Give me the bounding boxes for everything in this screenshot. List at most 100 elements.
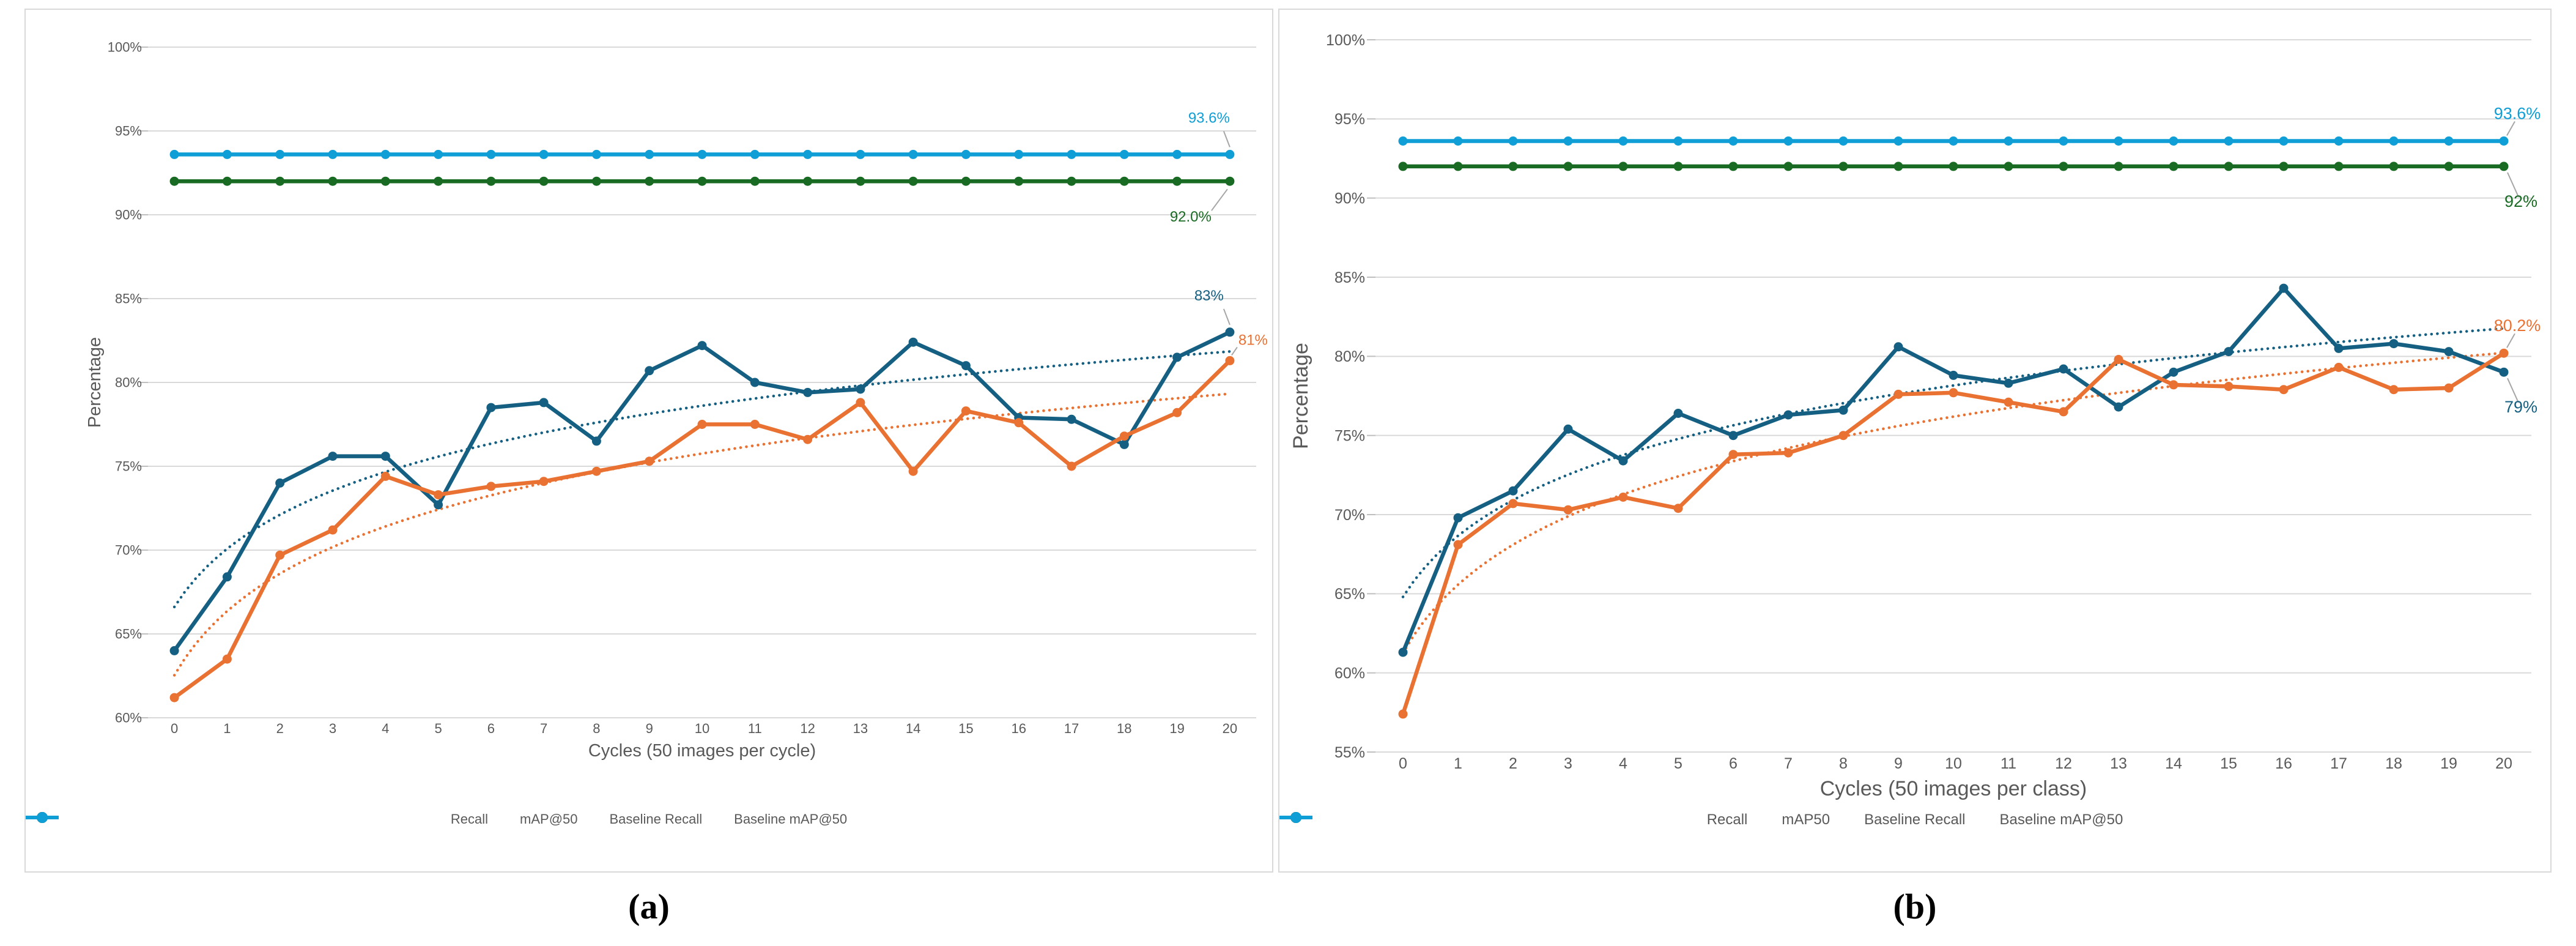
data-label-leader-baseline_map50 <box>2506 121 2515 136</box>
legend-item-baseline_map50: Baseline mAP@50 <box>26 811 847 827</box>
series-recall-marker <box>2444 347 2454 357</box>
series-baseline_map50-marker <box>1398 136 1408 146</box>
series-map50-marker <box>275 550 285 560</box>
x-tick-label: 17 <box>1064 721 1079 736</box>
series-map50-marker <box>1949 388 1958 398</box>
x-tick-label: 14 <box>906 721 920 736</box>
series-baseline_map50-marker <box>645 149 654 159</box>
series-baseline_recall-marker <box>1783 162 1793 171</box>
x-tick-label: 18 <box>2385 755 2402 772</box>
legend-label-baseline_recall: Baseline Recall <box>609 811 703 827</box>
series-recall-marker <box>856 384 865 394</box>
y-tick-label: 95% <box>1334 111 1365 128</box>
series-baseline_recall-marker <box>697 176 707 186</box>
series-baseline_map50-marker <box>2444 136 2454 146</box>
series-map50-marker <box>750 420 760 429</box>
x-tick-label: 5 <box>434 721 442 736</box>
x-tick-label: 9 <box>646 721 653 736</box>
x-tick-label: 1 <box>1454 755 1462 772</box>
series-recall-marker <box>2169 367 2178 377</box>
data-label-leader-recall <box>1223 308 1231 326</box>
legend-marker-baseline_map50-icon <box>26 812 59 823</box>
series-baseline_map50-marker <box>750 149 760 159</box>
series-map50-marker <box>2499 348 2509 358</box>
x-tick-label: 16 <box>1011 721 1026 736</box>
series-map50-marker <box>1728 450 1738 460</box>
series-recall-marker <box>380 452 390 461</box>
series-map50-marker <box>2114 355 2123 364</box>
series-map50-marker <box>1225 356 1235 365</box>
y-tick-label: 75% <box>1334 427 1365 444</box>
series-baseline_recall-marker <box>1949 162 1958 171</box>
x-tick-label: 13 <box>853 721 868 736</box>
series-baseline_recall-marker <box>434 176 443 186</box>
series-baseline_recall-marker <box>1673 162 1683 171</box>
series-baseline_map50-marker <box>1119 149 1129 159</box>
series-map50-marker <box>591 466 601 476</box>
legend-label-baseline_map50: Baseline mAP@50 <box>1999 811 2123 828</box>
series-map50-marker <box>2334 362 2344 372</box>
series-recall-markers <box>169 327 1235 655</box>
legend-item-baseline_map50: Baseline mAP@50 <box>1279 811 2123 829</box>
x-tick-label: 15 <box>2220 755 2237 772</box>
series-baseline_map50-marker <box>2114 136 2123 146</box>
series-map50-marker <box>222 654 232 664</box>
x-tick-label: 1 <box>223 721 231 736</box>
series-baseline_recall-marker <box>169 176 179 186</box>
x-tick-label: 4 <box>382 721 389 736</box>
series-recall-marker <box>1172 352 1182 362</box>
series-recall-marker <box>2114 402 2123 412</box>
y-tick-label: 55% <box>1334 744 1365 761</box>
series-baseline_recall-marker <box>1893 162 1903 171</box>
series-baseline_map50-marker <box>434 149 443 159</box>
series-baseline_map50-marker <box>275 149 285 159</box>
series-recall-marker <box>1783 410 1793 420</box>
series-baseline_map50-marker <box>1172 149 1182 159</box>
caption-b: (b) <box>1893 887 1937 926</box>
series-baseline_map50-marker <box>1893 136 1903 146</box>
series-baseline_recall-marker <box>2004 162 2013 171</box>
series-recall-marker <box>2004 378 2013 388</box>
series-baseline_recall-marker <box>1618 162 1628 171</box>
trendline-recall <box>1401 327 2506 598</box>
x-tick-label: 16 <box>2275 755 2292 772</box>
series-recall-marker <box>2389 339 2399 349</box>
series-recall-marker <box>2499 367 2509 377</box>
series-baseline_map50-marker <box>1728 136 1738 146</box>
series-recall-marker <box>2334 343 2344 353</box>
series-baseline_map50-marker <box>2224 136 2234 146</box>
data-label-recall: 83% <box>1194 288 1224 304</box>
x-axis-labels: 0 1 2 3 4 5 6 7 8 9 10 11 12 13 14 15 16 17 18 19 20 <box>1399 755 2512 772</box>
series-baseline_map50-marker <box>222 149 232 159</box>
chart-a-svg: 100%95%90%85%80%75%70%65%60%0 1 2 3 4 5 6 7 8 9 10… <box>85 40 1268 761</box>
series-baseline_map50-marker <box>328 149 338 159</box>
y-tick-label: 100% <box>1326 32 1365 49</box>
series-baseline_map50-marker <box>539 149 549 159</box>
series-baseline_map50-marker <box>1949 136 1958 146</box>
series-baseline_map50-marker <box>803 149 813 159</box>
x-tick-label: 8 <box>593 721 600 736</box>
series-map50-marker <box>961 406 971 416</box>
series-map50-marker <box>1453 540 1463 549</box>
series-recall-marker <box>645 366 654 376</box>
series-recall-marker <box>1225 327 1235 337</box>
x-tick-label: 6 <box>487 721 495 736</box>
data-label-baseline_map50: 93.6% <box>2494 105 2541 123</box>
series-map50-marker <box>2279 385 2289 395</box>
series-baseline_recall-marker <box>2224 162 2234 171</box>
series-map50-marker <box>328 525 338 535</box>
series-baseline_recall-marker <box>2169 162 2178 171</box>
series-map50-marker <box>539 477 549 486</box>
series-map50-marker <box>2224 382 2234 391</box>
gridlines: 100% 95% 90% 85% 80% 75% 70% 65% 60% <box>108 40 1256 726</box>
series-baseline_recall-marker <box>645 176 654 186</box>
x-tick-label: 18 <box>1117 721 1131 736</box>
series-baseline_recall-marker <box>539 176 549 186</box>
x-tick-label: 3 <box>1564 755 1572 772</box>
series-baseline_map50-marker <box>2059 136 2068 146</box>
data-label-leader-baseline_recall <box>1211 188 1228 211</box>
series-baseline_recall-marker <box>591 176 601 186</box>
series-recall-marker <box>961 361 971 371</box>
x-axis-title: Cycles (50 images per class) <box>1820 777 2087 800</box>
series-map50-marker <box>856 398 865 408</box>
